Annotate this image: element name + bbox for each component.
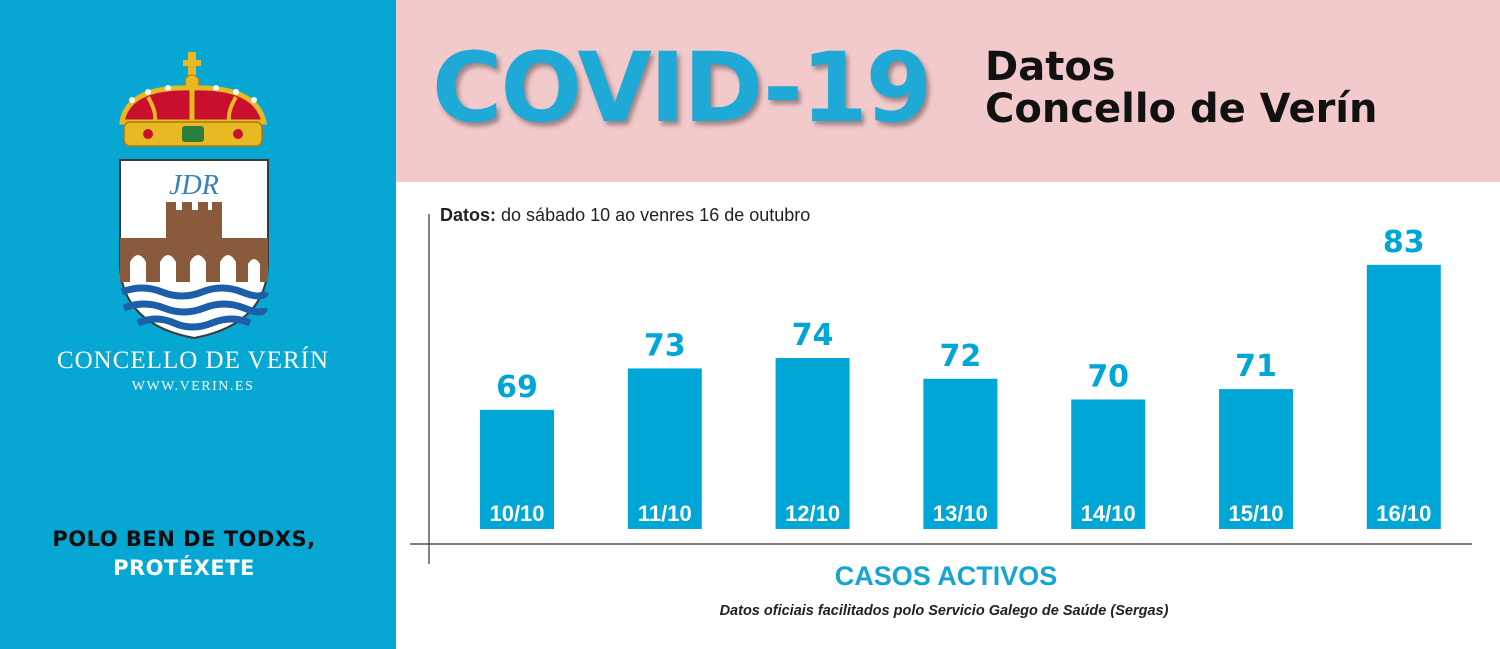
data-label: 74: [792, 318, 834, 353]
x-tick-label: 13/10: [933, 501, 988, 526]
bar-15/10: [1219, 389, 1293, 529]
data-label: 69: [496, 370, 538, 405]
subtitle-line-2: Concello de Verín: [985, 86, 1378, 132]
x-tick-label: 15/10: [1228, 501, 1283, 526]
x-tick-label: 11/10: [638, 501, 692, 526]
coat-of-arms-icon: JDR: [119, 52, 270, 340]
period-text: do sábado 10 ao venres 16 de outubro: [501, 205, 811, 225]
slogan-line-2: PROTÉXETE: [113, 556, 255, 580]
bar-16/10: [1366, 264, 1441, 529]
slogan: POLO BEN DE TODXS, PROTÉXETE: [0, 525, 368, 583]
source-note: Datos oficiais facilitados polo Servicio…: [719, 603, 1169, 619]
data-label: 73: [644, 328, 686, 363]
bar-14/10: [1071, 399, 1146, 529]
x-tick-label: 10/10: [489, 501, 544, 526]
x-tick-label: 14/10: [1081, 501, 1136, 526]
branding-panel: JDR CONCELLO DE VERÍN WWW.VERIN.ES POLO …: [0, 0, 396, 649]
subtitle-line-1: Datos: [985, 44, 1116, 90]
active-cases-chart: 69 10/10 73 11/10 74 12/10 72 13/10 70 14/10 71 15/…: [410, 214, 1472, 564]
x-axis-label: CASOS ACTIVOS: [834, 561, 1058, 591]
slogan-line-1: POLO BEN DE TODXS,: [52, 527, 316, 551]
bar-13/10: [923, 378, 998, 529]
data-label: 72: [940, 339, 982, 374]
page-title: COVID-19: [432, 32, 932, 144]
chart-period: Datos: do sábado 10 ao venres 16 de outu…: [440, 205, 810, 226]
page-subtitle: Datos Concello de Verín: [985, 46, 1377, 130]
bar-11/10: [627, 368, 702, 529]
council-website: WWW.VERIN.ES: [131, 379, 255, 394]
council-name: CONCELLO DE VERÍN: [56, 347, 330, 374]
period-label: Datos:: [440, 205, 497, 225]
header-banner: [396, 0, 1500, 182]
data-label: 83: [1383, 225, 1425, 260]
bar-12/10: [775, 358, 850, 529]
crest-monogram: JDR: [169, 170, 219, 201]
bars-layer: 69 10/10 73 11/10 74 12/10 72 13/10 70 14/10 71 15/…: [480, 225, 1441, 529]
x-tick-label: 16/10: [1376, 501, 1431, 526]
x-tick-label: 12/10: [785, 501, 840, 526]
data-label: 71: [1235, 349, 1277, 384]
data-label: 70: [1087, 360, 1129, 395]
bar-10/10: [480, 409, 554, 529]
